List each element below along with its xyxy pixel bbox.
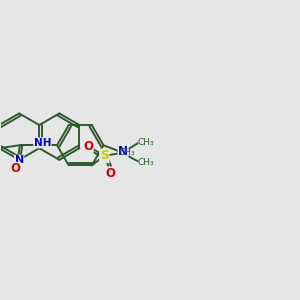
Text: CH₃: CH₃ (118, 148, 135, 157)
Text: O: O (11, 162, 21, 175)
Text: N: N (15, 155, 24, 165)
Text: N: N (118, 145, 128, 158)
Text: O: O (83, 140, 93, 152)
Text: CH₃: CH₃ (137, 158, 154, 167)
Text: CH₃: CH₃ (137, 138, 154, 147)
Text: S: S (100, 149, 109, 162)
Text: O: O (106, 167, 116, 180)
Text: NH: NH (34, 138, 51, 148)
